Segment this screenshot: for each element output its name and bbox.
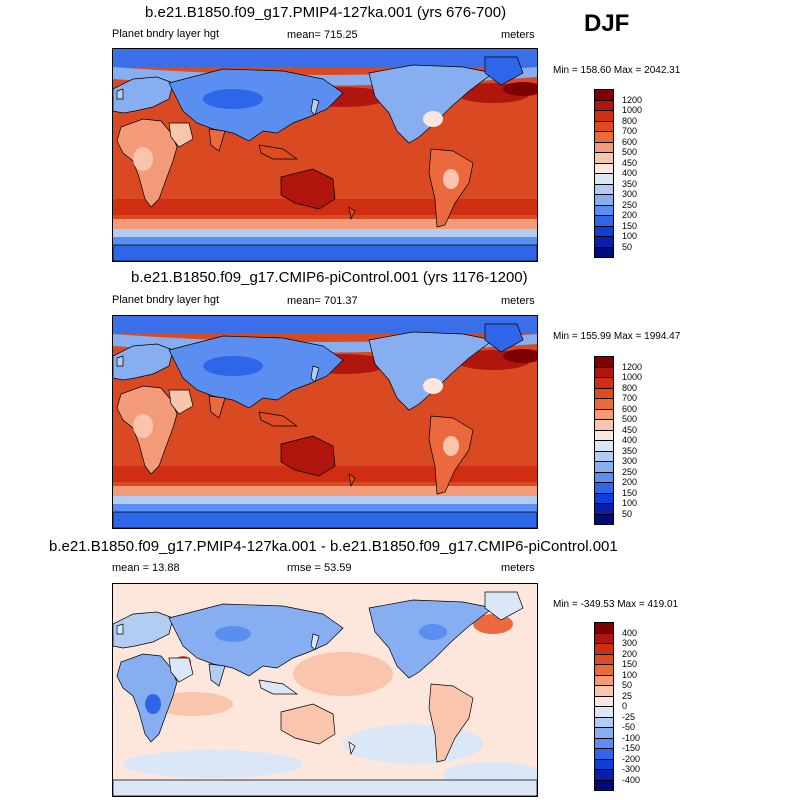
colorbar-tick-label: 100 xyxy=(622,498,638,508)
colorbar-tick-label: 150 xyxy=(622,487,638,498)
season-label: DJF xyxy=(584,10,630,37)
colorbar-tick-label: 350 xyxy=(622,445,638,456)
colorbar-tick-label: 150 xyxy=(622,220,638,231)
panel-2-map xyxy=(112,315,538,529)
colorbar-swatch xyxy=(594,246,614,258)
panel-3-minmax: Min = -349.53 Max = 419.01 xyxy=(553,599,679,610)
colorbar-tick-label: 1000 xyxy=(622,372,643,382)
colorbar-tick-label: 400 xyxy=(622,435,638,445)
colorbar-tick-label: 50 xyxy=(622,680,633,690)
colorbar-tick-label: 500 xyxy=(622,147,638,157)
colorbar-tick-label: 400 xyxy=(622,168,638,178)
colorbar-tick-label: 50 xyxy=(622,241,633,252)
panel-1-map xyxy=(112,48,538,262)
colorbar-tick-label: 1200 xyxy=(622,361,643,372)
colorbar-tick-label: 1000 xyxy=(622,105,643,115)
colorbar-tick-label: 800 xyxy=(622,382,638,393)
colorbar-tick-label: 0 xyxy=(622,701,628,711)
panel-3-units-label: meters xyxy=(501,562,535,574)
colorbar-tick-label: 150 xyxy=(622,659,638,669)
panel-3-title: b.e21.B1850.f09_g17.PMIP4-127ka.001 - b.… xyxy=(49,538,618,555)
panel-3-rmse-label: rmse = 53.59 xyxy=(287,562,352,574)
colorbar-tick-label: 700 xyxy=(622,393,638,403)
colorbar-tick-label: 100 xyxy=(622,669,638,680)
colorbar-tick-label: -150 xyxy=(622,743,641,753)
colorbar-tick-label: 200 xyxy=(622,648,638,659)
colorbar-tick-label: 300 xyxy=(622,456,638,466)
panel-3-mean-label: mean = 13.88 xyxy=(112,562,180,574)
colorbar-tick-label: 350 xyxy=(622,178,638,189)
panel-2-minmax: Min = 155.99 Max = 1994.47 xyxy=(553,331,681,342)
panel-2-variable-label: Planet bndry layer hgt xyxy=(112,294,220,306)
panel-1-title: b.e21.B1850.f09_g17.PMIP4-127ka.001 (yrs… xyxy=(145,4,507,21)
panel-3-map xyxy=(112,583,538,797)
colorbar-tick-label: -400 xyxy=(622,774,641,785)
colorbar-swatch xyxy=(594,779,614,791)
colorbar-tick-label: 200 xyxy=(622,210,638,220)
colorbar-tick-label: -25 xyxy=(622,711,636,722)
panel-1-mean-label: mean= 715.25 xyxy=(287,29,358,41)
colorbar-tick-label: -100 xyxy=(622,732,641,743)
panel-1-variable-label: Planet bndry layer hgt xyxy=(112,28,220,40)
colorbar-tick-label: 500 xyxy=(622,414,638,424)
colorbar-tick-label: 1200 xyxy=(622,94,643,105)
colorbar-tick-label: 25 xyxy=(622,690,633,701)
colorbar-tick-label: 700 xyxy=(622,126,638,136)
colorbar-tick-label: -200 xyxy=(622,753,641,764)
colorbar-tick-label: 300 xyxy=(622,189,638,199)
panel-2-title: b.e21.B1850.f09_g17.CMIP6-piControl.001 … xyxy=(131,269,528,286)
colorbar-tick-label: -50 xyxy=(622,722,636,732)
colorbar-tick-label: 450 xyxy=(622,424,638,435)
colorbar-tick-label: 800 xyxy=(622,115,638,126)
panel-2-units-label: meters xyxy=(501,295,535,307)
colorbar-tick-label: 300 xyxy=(622,638,638,648)
panel-1-minmax: Min = 158.60 Max = 2042.31 xyxy=(553,65,681,76)
colorbar-tick-label: 400 xyxy=(622,627,638,638)
panel-1-units-label: meters xyxy=(501,29,535,41)
colorbar-tick-label: 100 xyxy=(622,231,638,241)
colorbar-tick-label: -300 xyxy=(622,764,641,774)
colorbar-tick-label: 450 xyxy=(622,157,638,168)
colorbar-swatch xyxy=(594,513,614,525)
colorbar-tick-label: 200 xyxy=(622,477,638,487)
colorbar-tick-label: 250 xyxy=(622,466,638,477)
colorbar-tick-label: 50 xyxy=(622,508,633,519)
colorbar-tick-label: 600 xyxy=(622,403,638,414)
colorbar-tick-label: 250 xyxy=(622,199,638,210)
panel-2-mean-label: mean= 701.37 xyxy=(287,295,358,307)
colorbar-tick-label: 600 xyxy=(622,136,638,147)
